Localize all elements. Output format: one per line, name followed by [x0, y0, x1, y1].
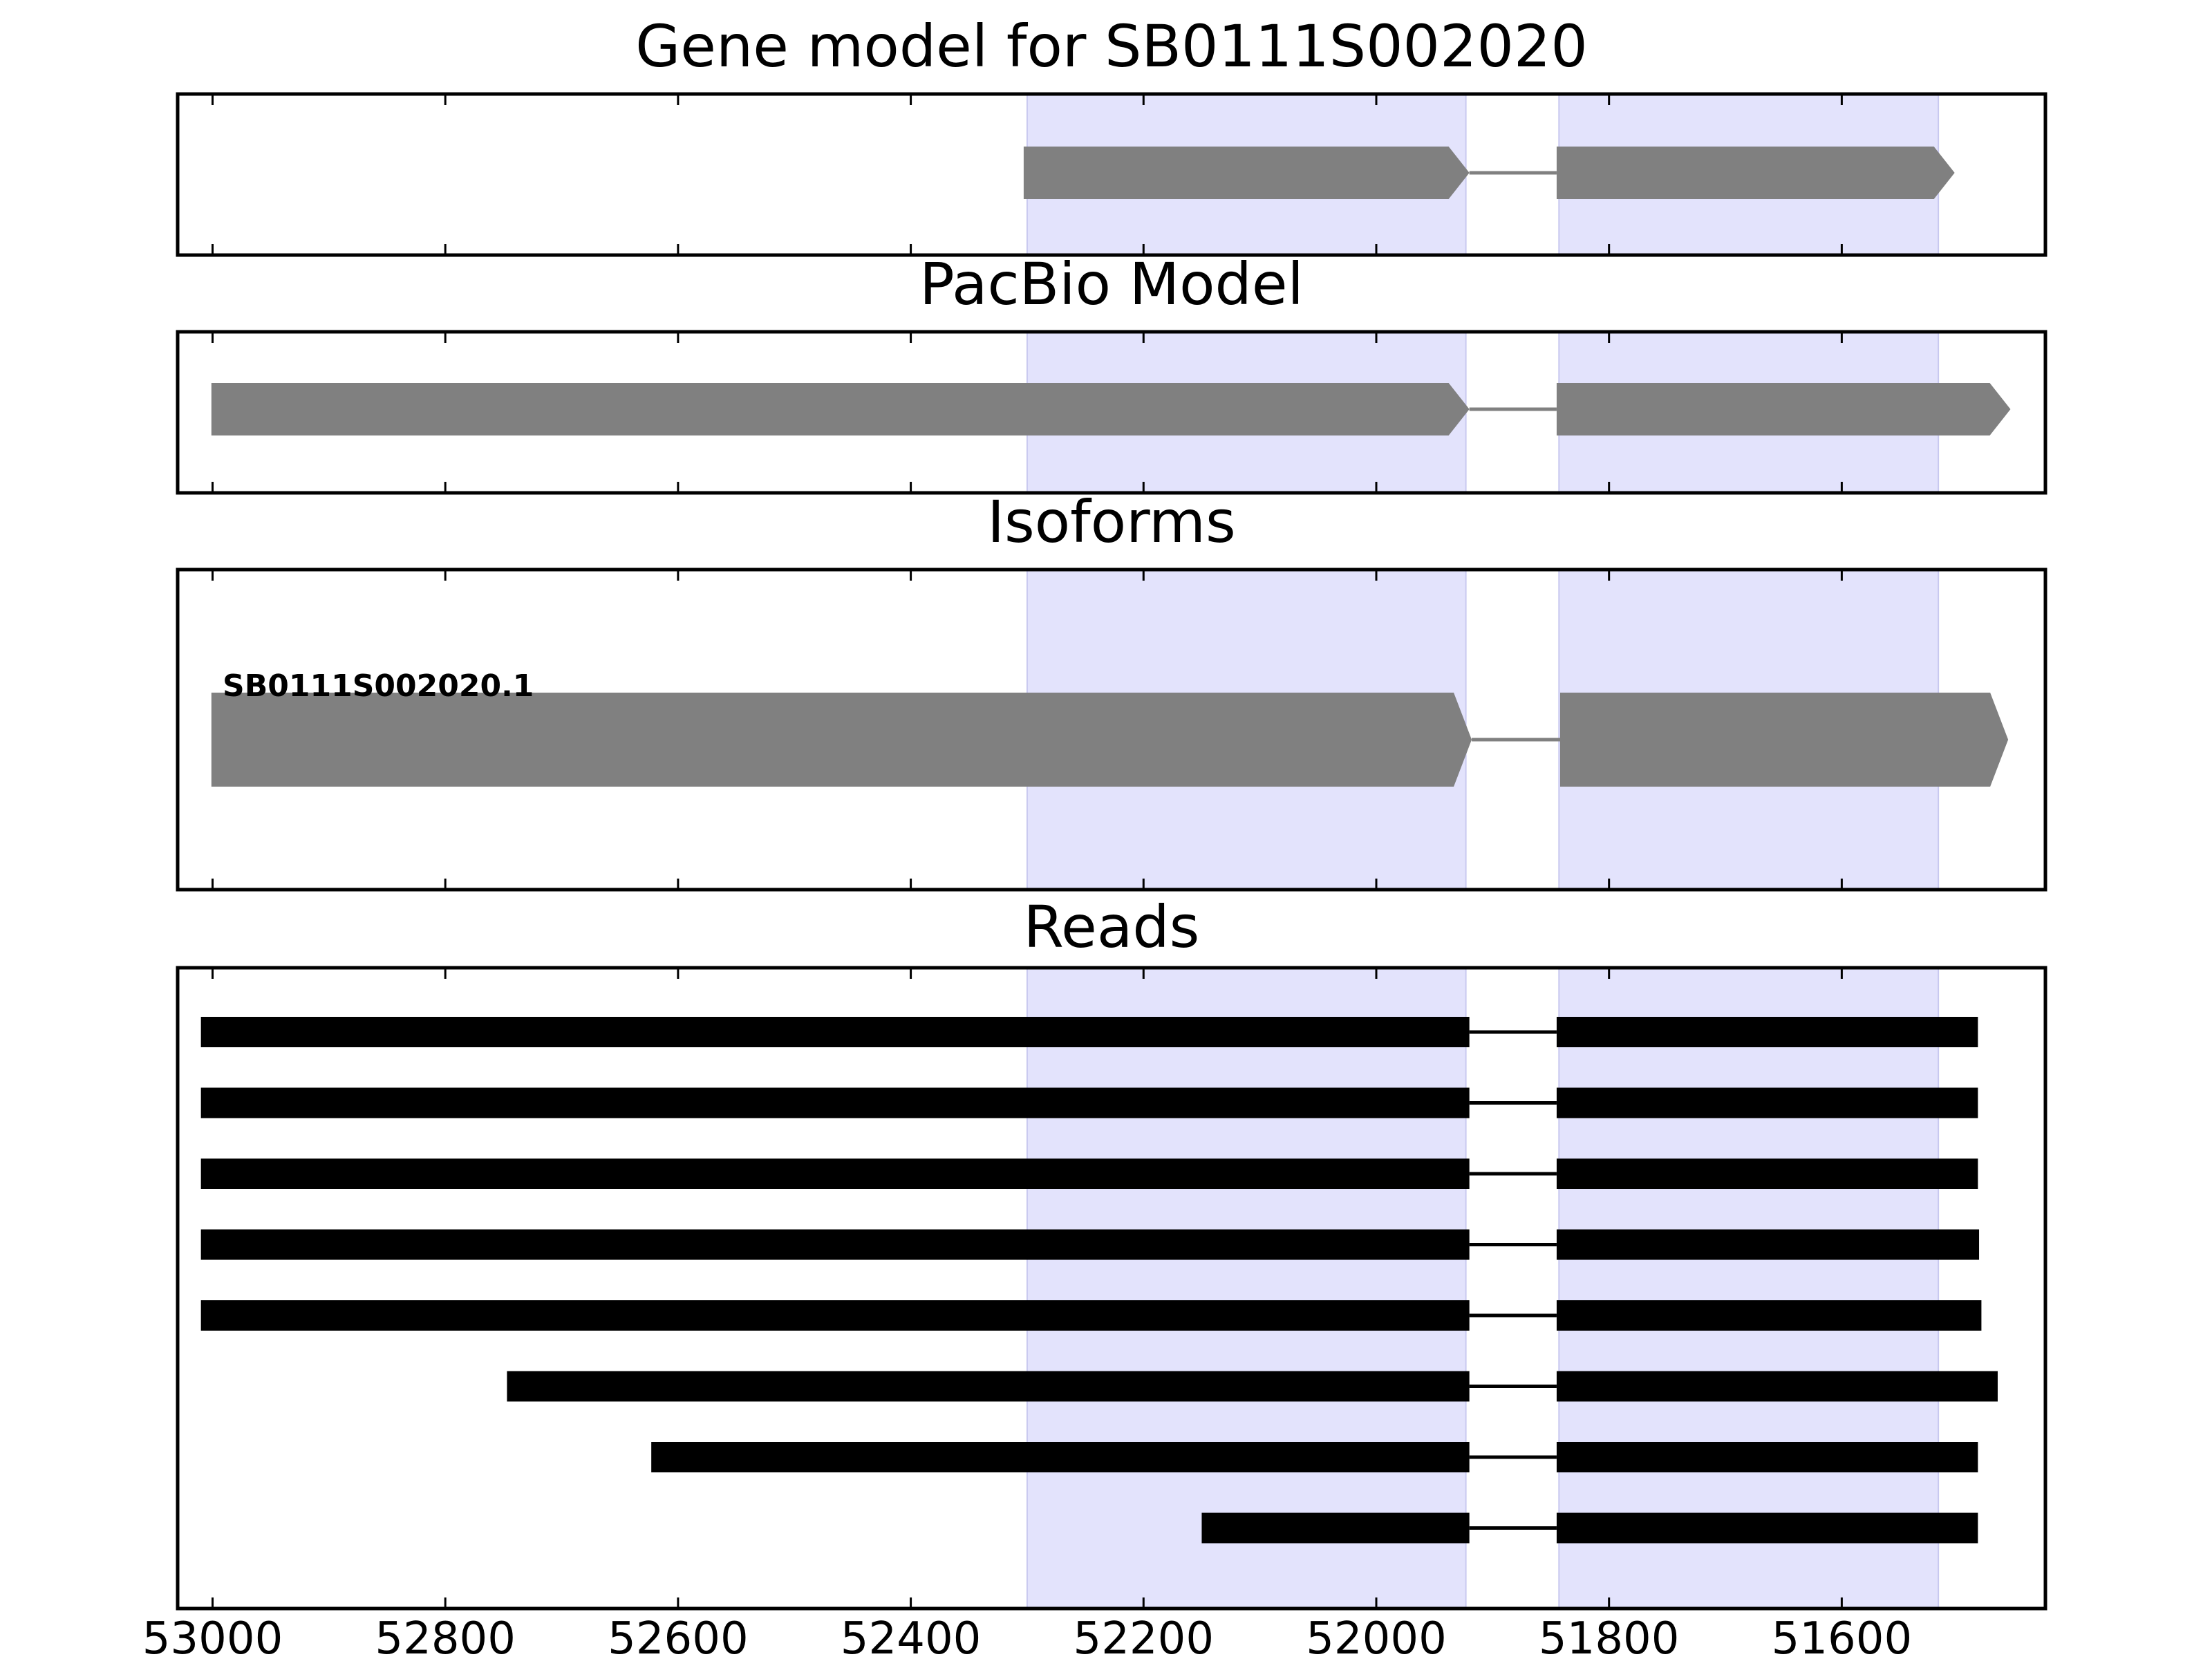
reads-panel: Reads [176, 893, 2047, 1611]
x-tick-label: 52200 [1073, 1613, 1214, 1659]
highlight-region-1 [1026, 967, 1467, 1609]
isoform-exon-1 [211, 693, 1472, 787]
read-1-exon-1 [200, 1017, 1470, 1047]
pacbio-model-panel: PacBio Model [176, 250, 2047, 495]
isoforms-exons [211, 693, 2009, 787]
read-1-exon-2 [1556, 1017, 1978, 1047]
highlight-region-2 [1558, 967, 1940, 1609]
isoforms-title: Isoforms [987, 488, 1236, 556]
read-3-exon-2 [1556, 1159, 1978, 1189]
isoforms-ticks [212, 570, 1843, 890]
read-3-exon-1 [200, 1159, 1470, 1189]
read-5-exon-1 [200, 1300, 1470, 1331]
read-8-exon-2 [1556, 1512, 1978, 1544]
read-4-exon-1 [200, 1229, 1470, 1260]
gene-model-exons [1023, 147, 1955, 199]
pacbio-model-ticks [212, 332, 1843, 493]
isoforms-frame [176, 568, 2047, 892]
reads-frame [176, 966, 2047, 1611]
pacbio-model-exon-1 [211, 383, 1470, 435]
pacbio-model-exon-2 [1556, 383, 2011, 435]
gene-model-frame [176, 92, 2047, 257]
gene-model-panel: Gene model for SB0111S002020 [176, 12, 2047, 257]
x-axis-tick-labels: 53000 52800 52600 52400 52200 52000 51800 51600 [142, 1613, 1912, 1659]
pacbio-model-exons [211, 383, 2011, 435]
read-8-exon-1 [1201, 1512, 1470, 1544]
x-tick-label: 52000 [1306, 1613, 1447, 1659]
gene-model-ticks [212, 94, 1843, 255]
read-7-exon-1 [651, 1442, 1470, 1472]
x-tick-label: 52400 [841, 1613, 982, 1659]
gene-model-title: Gene model for SB0111S002020 [635, 12, 1588, 80]
x-tick-label: 52800 [375, 1613, 516, 1659]
x-tick-label: 52600 [608, 1613, 749, 1659]
read-5-exon-2 [1556, 1300, 1982, 1331]
pacbio-model-frame [176, 330, 2047, 495]
x-tick-label: 53000 [142, 1613, 283, 1659]
read-7-exon-2 [1556, 1442, 1978, 1472]
reads-highlight-regions [1026, 967, 1940, 1609]
gene-model-exon-2 [1556, 147, 1955, 199]
x-tick-label: 51600 [1772, 1613, 1913, 1659]
x-tick-label: 51800 [1539, 1613, 1680, 1659]
read-6-exon-2 [1556, 1371, 1998, 1402]
pacbio-model-title: PacBio Model [919, 250, 1304, 318]
read-6-exon-1 [507, 1371, 1470, 1402]
read-2-exon-1 [200, 1087, 1470, 1118]
read-2-exon-2 [1556, 1087, 1978, 1118]
isoforms-panel: Isoforms SB0111S002020.1 [176, 488, 2047, 892]
reads-title: Reads [1024, 893, 1200, 961]
reads-exons [200, 1017, 1998, 1544]
isoform-exon-2 [1559, 693, 2009, 787]
read-4-exon-2 [1556, 1229, 1980, 1260]
reads-ticks [212, 968, 1843, 1609]
isoform-label: SB0111S002020.1 [223, 668, 534, 704]
gene-model-exon-1 [1023, 147, 1470, 199]
